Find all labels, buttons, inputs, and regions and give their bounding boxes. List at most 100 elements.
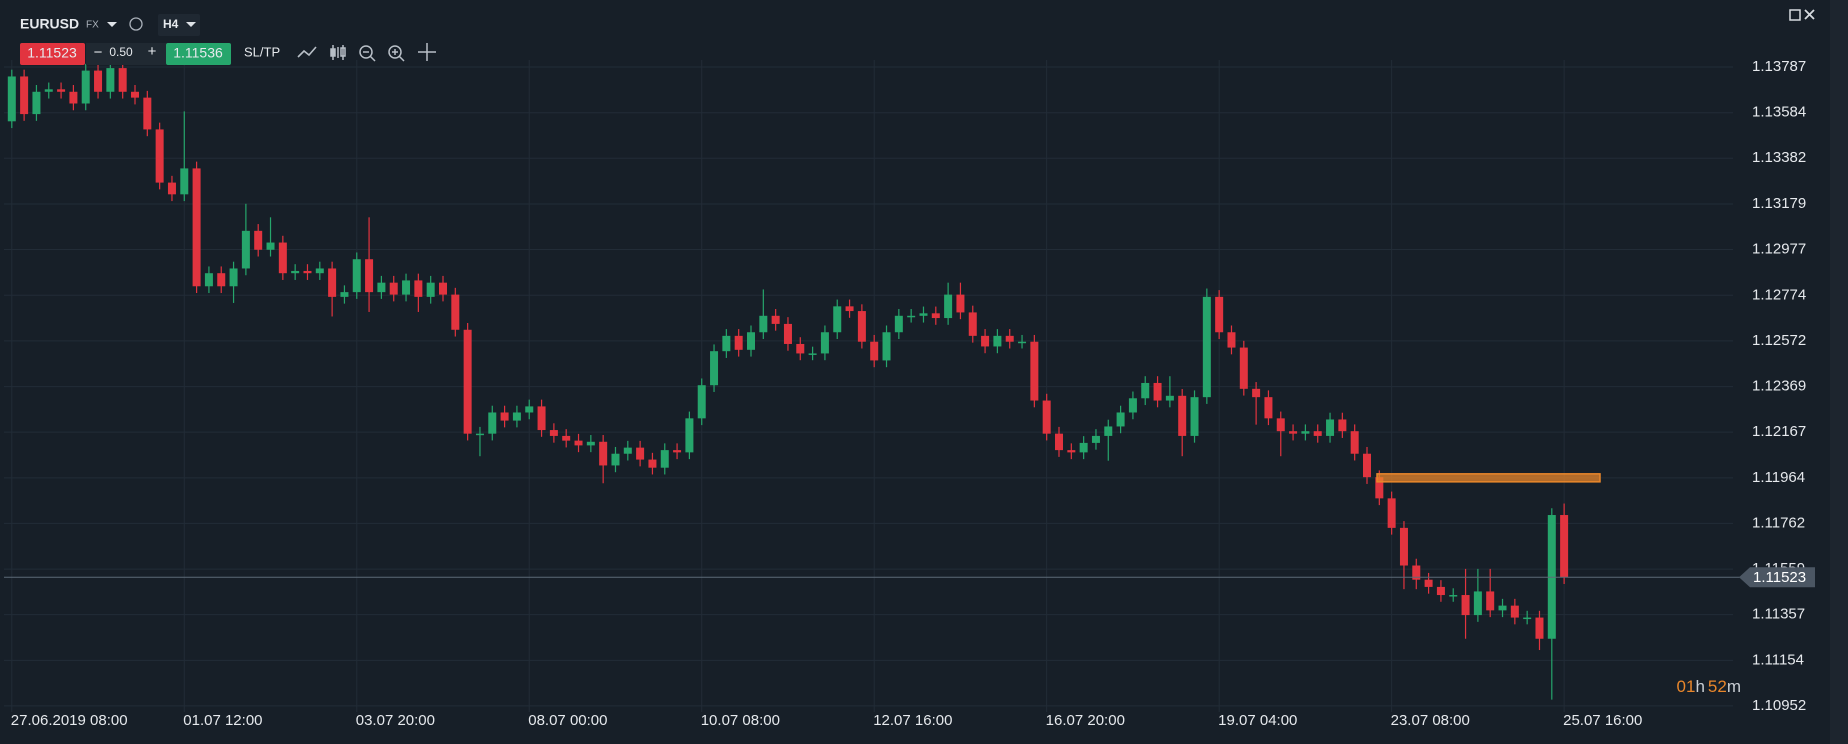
x-tick-label: 10.07 08:00 bbox=[701, 712, 780, 729]
candle-body bbox=[1128, 398, 1137, 413]
candle-body bbox=[1018, 341, 1027, 344]
timer-hours: 01 bbox=[1677, 677, 1696, 696]
candle-body bbox=[1289, 431, 1298, 434]
candle-body bbox=[131, 91, 139, 98]
candle-body bbox=[1178, 395, 1187, 436]
x-tick-label: 12.07 16:00 bbox=[873, 712, 952, 729]
candle-body bbox=[710, 351, 719, 386]
candle-body bbox=[377, 282, 386, 293]
candle-body bbox=[7, 76, 16, 122]
alert-line bbox=[1376, 473, 1601, 483]
candle-body bbox=[685, 418, 694, 453]
pan-icon[interactable] bbox=[418, 43, 436, 61]
close-icon[interactable] bbox=[1804, 9, 1815, 20]
candle-body bbox=[870, 341, 879, 361]
candle-body bbox=[1116, 412, 1125, 427]
candles-icon[interactable] bbox=[330, 45, 346, 60]
timer-minutes-unit: m bbox=[1727, 677, 1741, 696]
y-tick-label: 1.13584 bbox=[1752, 104, 1806, 121]
spread-box bbox=[86, 43, 166, 65]
candle-body bbox=[217, 273, 226, 287]
candle-body bbox=[1104, 426, 1113, 436]
symbol-dropdown[interactable] bbox=[107, 22, 117, 27]
line-chart-icon[interactable] bbox=[297, 46, 317, 58]
candle-body bbox=[993, 335, 1002, 347]
minus[interactable]: − bbox=[94, 44, 103, 61]
candle-body bbox=[340, 292, 349, 297]
candle-body bbox=[315, 268, 324, 274]
candle-body bbox=[1338, 419, 1347, 432]
y-tick-label: 1.12572 bbox=[1752, 332, 1806, 349]
candle-body bbox=[167, 182, 176, 195]
candle-body bbox=[882, 332, 891, 361]
timeframe[interactable]: H4 bbox=[163, 17, 179, 31]
candle-body bbox=[820, 332, 829, 354]
candle-body bbox=[512, 412, 521, 421]
candle-body bbox=[1523, 617, 1532, 620]
y-tick-label: 1.13787 bbox=[1752, 58, 1806, 75]
info-icon[interactable] bbox=[129, 17, 143, 31]
zoom-in-icon[interactable] bbox=[388, 45, 405, 62]
candle-body bbox=[155, 129, 164, 183]
candle-body bbox=[1399, 527, 1408, 566]
candle-body bbox=[660, 450, 669, 468]
bid[interactable]: 1.11523 bbox=[27, 45, 77, 61]
candle-body bbox=[747, 332, 755, 350]
candle-body bbox=[180, 168, 189, 195]
candle-body bbox=[1424, 579, 1433, 587]
candle-body bbox=[525, 406, 534, 413]
timeframe-box[interactable] bbox=[158, 14, 200, 36]
candle-body bbox=[1239, 347, 1248, 389]
candle-body bbox=[549, 430, 558, 436]
candle-body bbox=[611, 453, 620, 466]
plus[interactable]: + bbox=[148, 43, 157, 60]
candle-body bbox=[1313, 431, 1322, 436]
zoom-out-icon[interactable] bbox=[359, 45, 376, 62]
candle-body bbox=[488, 412, 497, 434]
candle-body bbox=[20, 76, 29, 115]
candle-body bbox=[1510, 605, 1519, 618]
y-tick-label: 1.10952 bbox=[1752, 697, 1806, 714]
candle-body bbox=[439, 282, 447, 295]
y-tick-label: 1.11964 bbox=[1752, 469, 1805, 486]
candle-body bbox=[574, 440, 583, 446]
sltp[interactable]: SL/TP bbox=[244, 44, 280, 59]
sell-box[interactable] bbox=[20, 43, 85, 65]
candle-body bbox=[241, 230, 250, 269]
minimize-icon[interactable] bbox=[1789, 9, 1801, 21]
candle-body bbox=[192, 168, 201, 287]
market: FX bbox=[86, 20, 99, 31]
candle-body bbox=[1276, 418, 1285, 432]
candle-body bbox=[94, 70, 103, 92]
candle-body bbox=[352, 259, 361, 293]
timeframe-dropdown[interactable] bbox=[186, 22, 196, 27]
candle-body bbox=[1350, 431, 1359, 454]
y-tick-label: 1.12369 bbox=[1752, 378, 1806, 395]
symbol[interactable]: EURUSD bbox=[20, 16, 79, 32]
candle-body bbox=[931, 313, 940, 319]
timer: 01h 52m bbox=[1677, 677, 1741, 696]
candle-body bbox=[254, 230, 263, 250]
y-tick-label: 1.12977 bbox=[1752, 241, 1806, 258]
price-tag bbox=[1739, 567, 1815, 588]
candle-body bbox=[414, 280, 423, 297]
candle-body bbox=[956, 294, 965, 313]
candle-body bbox=[365, 259, 374, 293]
y-tick-label: 1.11762 bbox=[1752, 514, 1805, 531]
candle-body bbox=[463, 329, 472, 434]
buy-box[interactable] bbox=[166, 43, 231, 65]
candle-body bbox=[44, 89, 53, 92]
candle-body bbox=[204, 273, 213, 287]
x-tick-label: 08.07 00:00 bbox=[528, 712, 607, 729]
candle-body bbox=[81, 70, 90, 104]
candle-body bbox=[1461, 595, 1470, 616]
candle-body bbox=[1301, 431, 1310, 434]
ask[interactable]: 1.11536 bbox=[173, 45, 223, 61]
candle-body bbox=[1535, 617, 1544, 639]
candle-body bbox=[759, 315, 768, 333]
y-tick-label: 1.13382 bbox=[1752, 149, 1806, 166]
candle-body bbox=[599, 441, 608, 466]
spread: 0.50 bbox=[109, 45, 133, 59]
candle-body bbox=[143, 97, 152, 130]
